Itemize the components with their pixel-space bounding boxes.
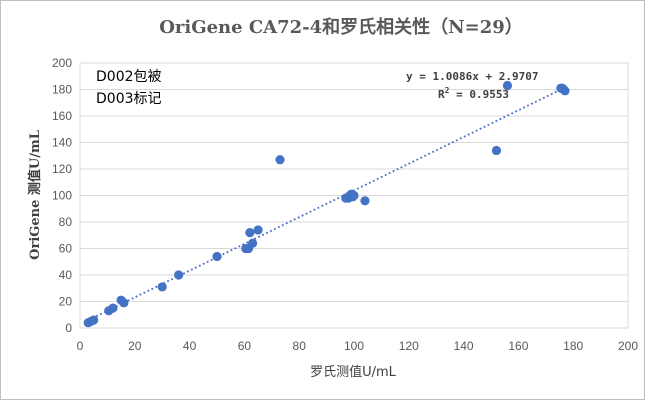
x-tick-label: 180 xyxy=(563,339,583,353)
x-tick-label: 80 xyxy=(293,339,307,353)
x-tick-label: 100 xyxy=(344,339,364,353)
y-tick-label: 60 xyxy=(59,242,73,256)
trendline-equation: y = 1.0086x + 2.9707 xyxy=(406,70,538,83)
chart-title: OriGene CA72-4和罗氏相关性（N=29） xyxy=(159,16,523,38)
y-tick-label: 160 xyxy=(52,109,72,123)
x-tick-label: 160 xyxy=(508,339,528,353)
data-point xyxy=(212,251,222,262)
data-point xyxy=(89,315,99,325)
annotation-coating: D002包被 xyxy=(96,69,162,85)
data-point xyxy=(108,303,118,313)
data-point xyxy=(360,196,370,206)
trendline xyxy=(87,86,566,321)
x-tick-labels: 0 20 40 60 80 100 120 140 160 180 200 xyxy=(77,339,639,353)
y-tick-label: 200 xyxy=(52,56,72,70)
y-tick-label: 100 xyxy=(52,189,72,203)
y-tick-label: 80 xyxy=(59,215,73,229)
y-tick-label: 180 xyxy=(52,83,72,97)
data-point xyxy=(253,225,263,235)
y-tick-label: 40 xyxy=(59,268,73,282)
x-tick-label: 200 xyxy=(618,339,638,353)
data-point xyxy=(248,238,258,248)
y-tick-labels: 0 20 40 60 80 100 120 140 160 180 200 xyxy=(52,56,72,335)
y-tick-label: 0 xyxy=(65,321,72,335)
x-axis-title: 罗氏测值U/mL xyxy=(310,364,397,380)
data-point xyxy=(174,270,184,280)
data-point xyxy=(157,282,167,292)
data-point xyxy=(349,190,359,201)
x-tick-label: 120 xyxy=(399,339,419,353)
x-tick-label: 0 xyxy=(77,339,84,353)
r2-label: R xyxy=(438,88,445,101)
y-axis-title: OriGene 测值U/mL xyxy=(27,130,43,260)
y-tick-label: 20 xyxy=(59,295,73,309)
trendline-r2: R2 = 0.9553 xyxy=(438,86,509,101)
data-point xyxy=(560,86,570,96)
data-point xyxy=(275,155,285,165)
data-point xyxy=(491,145,502,156)
x-tick-label: 40 xyxy=(183,339,197,353)
data-point xyxy=(119,298,129,308)
r2-value: = 0.9553 xyxy=(456,88,509,101)
y-tick-label: 140 xyxy=(52,136,72,150)
x-tick-label: 20 xyxy=(128,339,142,353)
x-tick-label: 60 xyxy=(238,339,252,353)
x-tick-label: 140 xyxy=(454,339,474,353)
data-point xyxy=(502,80,513,91)
y-tick-label: 120 xyxy=(52,162,72,176)
annotation-label: D003标记 xyxy=(96,91,162,107)
data-points xyxy=(83,80,570,328)
data-point xyxy=(245,228,255,238)
plot-area-border xyxy=(79,62,629,329)
